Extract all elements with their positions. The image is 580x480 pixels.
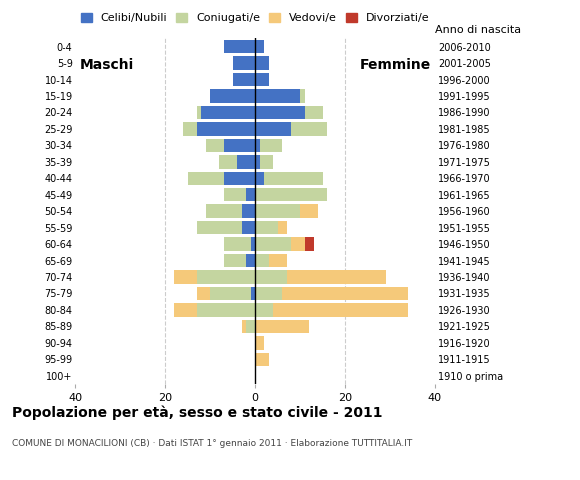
Bar xyxy=(251,238,255,251)
Legend: Celibi/Nubili, Coniugati/e, Vedovi/e, Divorziati/e: Celibi/Nubili, Coniugati/e, Vedovi/e, Di… xyxy=(81,13,430,24)
Bar xyxy=(255,171,264,185)
Bar xyxy=(197,106,201,119)
Bar xyxy=(255,73,269,86)
Bar xyxy=(224,254,246,267)
Bar xyxy=(246,320,255,333)
Bar xyxy=(183,122,197,136)
Bar xyxy=(260,139,282,152)
Bar xyxy=(255,270,287,284)
Bar xyxy=(201,106,255,119)
Bar xyxy=(255,106,304,119)
Bar xyxy=(300,204,318,218)
Bar xyxy=(291,238,305,251)
Bar xyxy=(210,287,251,300)
Bar xyxy=(175,270,197,284)
Bar xyxy=(255,139,260,152)
Bar xyxy=(242,204,255,218)
Bar xyxy=(175,303,197,317)
Bar xyxy=(255,287,282,300)
Bar xyxy=(197,287,210,300)
Bar xyxy=(304,106,322,119)
Bar xyxy=(224,171,255,185)
Bar xyxy=(273,303,408,317)
Bar xyxy=(282,287,408,300)
Bar xyxy=(206,204,242,218)
Text: Anno di nascita: Anno di nascita xyxy=(435,25,521,35)
Bar xyxy=(255,336,264,349)
Text: Popolazione per età, sesso e stato civile - 2011: Popolazione per età, sesso e stato civil… xyxy=(12,406,382,420)
Bar xyxy=(251,287,255,300)
Bar xyxy=(233,73,255,86)
Bar xyxy=(210,89,255,103)
Text: Femmine: Femmine xyxy=(359,58,430,72)
Bar xyxy=(224,238,251,251)
Bar xyxy=(197,221,242,234)
Bar xyxy=(255,40,264,53)
Bar xyxy=(255,89,300,103)
Text: COMUNE DI MONACILIONI (CB) · Dati ISTAT 1° gennaio 2011 · Elaborazione TUTTITALI: COMUNE DI MONACILIONI (CB) · Dati ISTAT … xyxy=(12,439,412,448)
Bar xyxy=(224,40,255,53)
Bar xyxy=(255,320,309,333)
Bar xyxy=(206,139,224,152)
Bar xyxy=(224,188,246,202)
Bar xyxy=(242,320,246,333)
Bar xyxy=(255,204,300,218)
Bar xyxy=(197,303,255,317)
Bar xyxy=(242,221,255,234)
Bar xyxy=(255,122,291,136)
Bar xyxy=(246,254,255,267)
Bar xyxy=(304,238,314,251)
Bar xyxy=(255,56,269,70)
Bar xyxy=(291,122,327,136)
Bar xyxy=(278,221,287,234)
Bar xyxy=(197,122,255,136)
Text: Maschi: Maschi xyxy=(80,58,134,72)
Bar xyxy=(255,221,278,234)
Bar xyxy=(197,270,255,284)
Bar xyxy=(260,155,273,168)
Bar xyxy=(237,155,255,168)
Bar xyxy=(255,303,273,317)
Bar xyxy=(269,254,287,267)
Bar xyxy=(246,188,255,202)
Bar xyxy=(224,139,255,152)
Bar xyxy=(255,353,269,366)
Bar xyxy=(255,254,269,267)
Bar xyxy=(287,270,386,284)
Bar xyxy=(264,171,322,185)
Bar xyxy=(188,171,224,185)
Bar xyxy=(233,56,255,70)
Bar xyxy=(219,155,237,168)
Bar xyxy=(300,89,304,103)
Bar xyxy=(255,155,260,168)
Bar xyxy=(255,238,291,251)
Bar xyxy=(255,188,327,202)
